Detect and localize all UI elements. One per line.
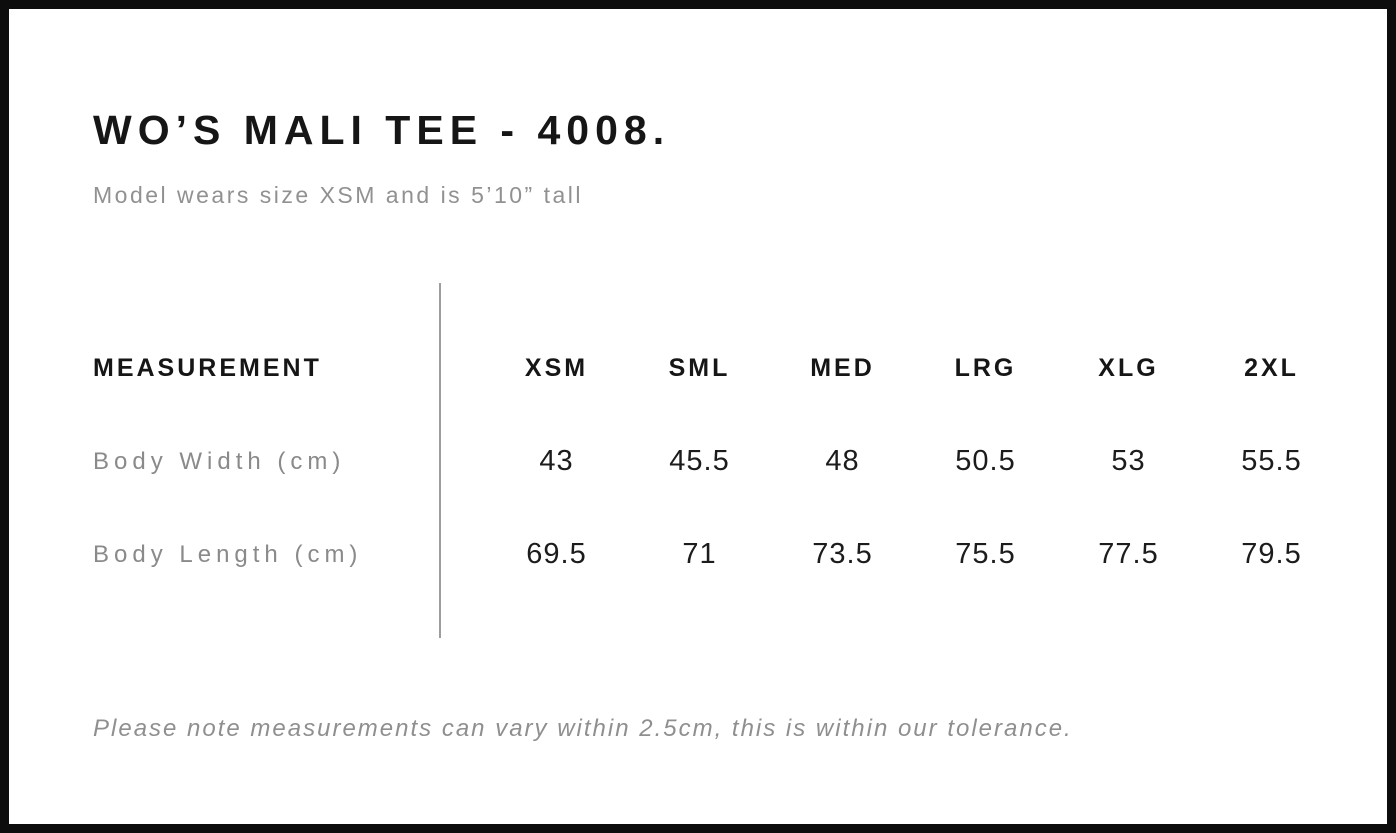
body-length-xsm: 69.5 bbox=[526, 538, 587, 570]
column-header-sml: SML bbox=[668, 354, 731, 382]
body-length-xlg: 77.5 bbox=[1098, 538, 1159, 570]
column-header-lrg: LRG bbox=[954, 354, 1017, 382]
column-header-xlg: XLG bbox=[1098, 354, 1159, 382]
column-header-2xl: 2XL bbox=[1244, 354, 1299, 382]
body-width-xlg: 53 bbox=[1111, 445, 1146, 477]
body-width-2xl: 55.5 bbox=[1241, 445, 1302, 477]
tolerance-note: Please note measurements can vary within… bbox=[93, 715, 1073, 742]
body-width-med: 48 bbox=[825, 445, 860, 477]
size-chart-table: MEASUREMENT XSM SML MED LRG XLG 2XL Body… bbox=[93, 322, 1343, 601]
body-width-sml: 45.5 bbox=[669, 445, 730, 477]
model-size-note: Model wears size XSM and is 5’10” tall bbox=[93, 182, 583, 208]
body-length-2xl: 79.5 bbox=[1241, 538, 1302, 570]
body-length-lrg: 75.5 bbox=[955, 538, 1016, 570]
page-title: WO’S MALI TEE - 4008. bbox=[93, 107, 671, 153]
column-header-xsm: XSM bbox=[524, 354, 589, 382]
column-header-med: MED bbox=[810, 354, 875, 382]
row-label-body-length: Body Length (cm) bbox=[93, 540, 363, 568]
body-length-sml: 71 bbox=[682, 538, 717, 570]
body-width-xsm: 43 bbox=[539, 445, 574, 477]
vertical-divider bbox=[439, 283, 441, 638]
body-length-med: 73.5 bbox=[812, 538, 873, 570]
column-header-measurement: MEASUREMENT bbox=[93, 354, 322, 382]
row-label-body-width: Body Width (cm) bbox=[93, 447, 346, 475]
body-width-lrg: 50.5 bbox=[955, 445, 1016, 477]
